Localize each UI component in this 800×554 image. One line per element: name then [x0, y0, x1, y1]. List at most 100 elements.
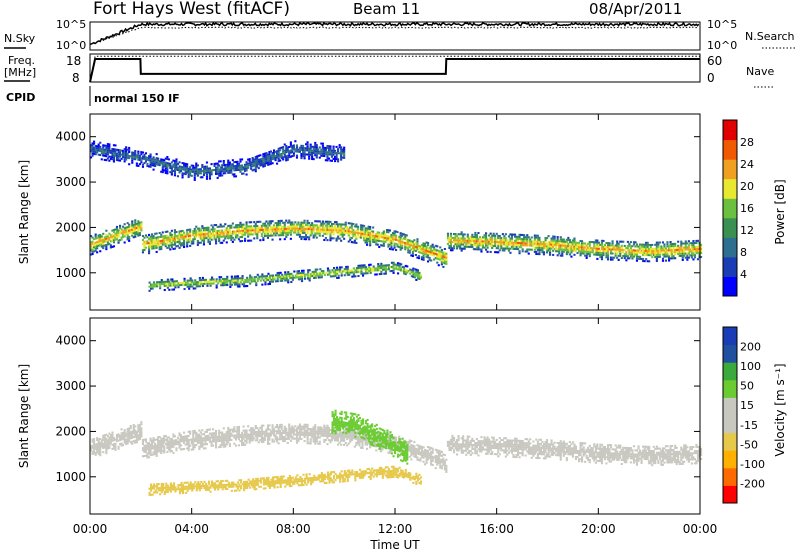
velocity-cell [132, 423, 135, 426]
power-cell [324, 230, 327, 233]
power-cell [481, 242, 485, 245]
power-cell [416, 244, 419, 247]
power-cell [163, 280, 166, 283]
power-cell [632, 249, 636, 252]
power-cell [509, 239, 512, 242]
power-cell [474, 233, 477, 236]
power-cell [335, 237, 338, 240]
power-cell [594, 245, 597, 248]
power-cell [102, 238, 105, 241]
power-cell [666, 243, 669, 246]
power-cell [155, 157, 158, 160]
power-cell [628, 257, 631, 260]
power-cell [305, 149, 308, 152]
velocity-cell [160, 445, 163, 448]
power-cell [681, 258, 684, 261]
velocity-cell [228, 445, 231, 448]
power-cell [446, 236, 450, 239]
power-cell [646, 252, 649, 255]
power-cell [655, 255, 658, 258]
velocity-cell [108, 436, 111, 439]
power-cell [206, 284, 209, 287]
power-cell [237, 228, 241, 231]
power-cell [221, 166, 224, 169]
power-cell [382, 242, 385, 245]
power-cell [317, 226, 320, 229]
power-cell [109, 157, 112, 160]
velocity-cell [204, 443, 207, 446]
power-cell [259, 154, 262, 157]
power-cell [326, 226, 329, 229]
power-cell [536, 242, 539, 245]
power-cell [404, 269, 407, 272]
power-cell [308, 222, 311, 225]
freq-tick-high: 18 [66, 54, 81, 68]
freq-label: Freq. [8, 54, 35, 67]
power-cell [241, 158, 244, 161]
power-cell [571, 249, 575, 252]
velocity-cell [297, 425, 300, 428]
velocity-cell [189, 438, 192, 441]
velocity-cell [193, 446, 196, 449]
power-cell [157, 236, 160, 239]
power-cell [689, 248, 692, 251]
power-cell [218, 160, 221, 163]
power-cell [236, 228, 239, 231]
power-cell [154, 165, 157, 168]
power-cell [126, 238, 129, 241]
power-cell [126, 156, 129, 159]
power-cell [237, 168, 241, 171]
power-cell [112, 154, 116, 157]
power-cell [152, 160, 155, 163]
velocity-cell [247, 433, 250, 436]
power-cell [549, 251, 552, 254]
power-cell [187, 235, 190, 238]
power-cell [132, 155, 135, 158]
power-cell [262, 157, 265, 160]
power-cell [201, 227, 204, 230]
power-cell [99, 242, 102, 245]
power-cell [212, 280, 215, 283]
power-cell [231, 240, 234, 243]
power-cell [254, 227, 257, 230]
power-cell [315, 228, 318, 231]
power-cell [303, 151, 306, 154]
velocity-cell [225, 437, 228, 440]
velocity-cell [210, 440, 213, 443]
power-cell [622, 240, 625, 243]
power-cell [178, 161, 181, 164]
power-cell [293, 276, 296, 279]
power-cell [585, 244, 588, 247]
power-cell [483, 236, 486, 239]
power-cell [329, 237, 332, 240]
power-cell [117, 241, 120, 244]
power-cell [105, 246, 108, 249]
power-cell [247, 231, 250, 234]
power-cell [481, 236, 485, 239]
power-cell [103, 238, 106, 241]
power-cell [265, 156, 268, 159]
power-cell [283, 231, 286, 234]
power-cell [258, 277, 261, 280]
power-cell [265, 277, 269, 280]
power-cell [178, 242, 181, 245]
power-cell [212, 228, 215, 231]
power-cell [594, 239, 597, 242]
power-cell [388, 241, 392, 244]
power-cell [395, 249, 398, 252]
power-cell [514, 235, 517, 238]
power-cell [453, 245, 456, 248]
power-cell [362, 274, 365, 277]
power-cell [556, 248, 559, 251]
power-cell [143, 242, 146, 245]
power-cell [100, 158, 103, 161]
velocity-cell [312, 440, 315, 443]
power-cell [680, 240, 683, 243]
power-cell [542, 247, 546, 250]
power-cell [198, 170, 201, 173]
power-cell [356, 227, 360, 230]
velocity-cell [196, 437, 199, 440]
power-cell [161, 167, 164, 170]
velocity-cell [163, 441, 166, 444]
power-cell [128, 225, 131, 228]
